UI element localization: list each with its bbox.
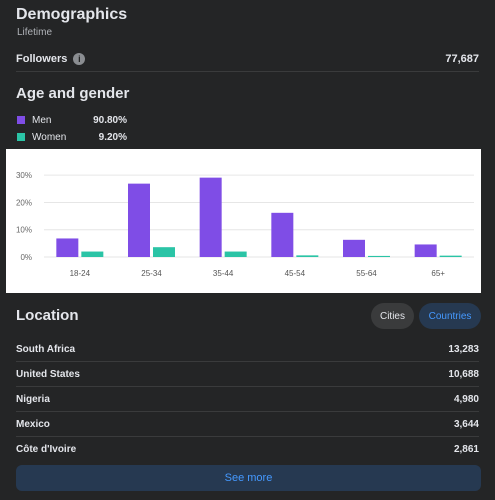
x-tick-label: 25-34: [141, 269, 162, 278]
legend-women-label: Women: [32, 131, 67, 143]
location-row: Nigeria 4,980: [16, 387, 479, 412]
legend-men: Men 90.80%: [17, 113, 127, 127]
page-title: Demographics: [16, 6, 128, 23]
age-gender-chart: 0% 10% 20% 30% 18-24 25-34 35-44 45-54 55-64 65+: [6, 149, 481, 293]
legend-women-percent: 9.20%: [98, 131, 127, 143]
men-bar: [414, 244, 437, 257]
location-name: South Africa: [16, 343, 76, 355]
men-bar: [128, 183, 150, 257]
x-tick-label: 18-24: [70, 269, 91, 278]
men-bar: [56, 238, 79, 257]
location-name: Mexico: [16, 418, 50, 430]
location-row: United States 10,688: [16, 362, 479, 387]
location-row: Côte d'Ivoire 2,861: [16, 437, 479, 462]
location-row: South Africa 13,283: [16, 337, 479, 362]
location-value: 2,861: [453, 444, 479, 455]
legend-women: Women 9.20%: [17, 130, 127, 144]
x-tick-label: 35-44: [213, 269, 234, 278]
tab-countries[interactable]: Countries: [419, 303, 481, 329]
info-icon[interactable]: i: [73, 53, 86, 65]
legend-men-swatch: [17, 116, 25, 124]
location-value: 4,980: [453, 393, 479, 405]
women-bar: [81, 251, 104, 257]
y-tick-label: 10%: [16, 226, 32, 235]
followers-value: 77,687: [445, 53, 479, 65]
x-tick-label: 65+: [431, 269, 445, 278]
y-tick-label: 30%: [16, 171, 32, 180]
location-row: Mexico 3,644: [16, 412, 479, 437]
location-tabs: Cities Countries: [371, 303, 481, 329]
legend-women-swatch: [17, 133, 25, 141]
see-more-button[interactable]: See more: [16, 465, 481, 491]
location-value: 10,688: [448, 368, 479, 380]
followers-row: Followers i 77,687: [16, 47, 479, 72]
legend-men-label: Men: [32, 114, 52, 126]
women-bar: [439, 255, 462, 257]
men-bar: [343, 239, 365, 257]
followers-label-group: Followers i: [16, 53, 86, 65]
location-value: 13,283: [448, 343, 479, 355]
page-subtitle: Lifetime: [17, 27, 53, 38]
bar-chart-svg: 0% 10% 20% 30% 18-24 25-34 35-44 45-54 55-64 65+: [16, 171, 474, 278]
y-tick-label: 0%: [20, 253, 32, 262]
location-name: Côte d'Ivoire: [16, 444, 77, 455]
legend-men-percent: 90.80%: [93, 114, 127, 126]
x-tick-label: 55-64: [356, 269, 377, 278]
women-bar: [224, 251, 247, 257]
location-heading: Location: [16, 307, 79, 324]
women-bar: [368, 255, 390, 257]
y-tick-label: 20%: [16, 198, 32, 207]
women-bar: [296, 255, 319, 257]
location-name: United States: [16, 368, 80, 380]
location-value: 3,644: [453, 418, 479, 430]
location-name: Nigeria: [16, 393, 50, 405]
age-gender-heading: Age and gender: [16, 85, 130, 102]
men-bar: [199, 177, 222, 257]
x-tick-label: 45-54: [285, 269, 306, 278]
tab-cities[interactable]: Cities: [371, 303, 414, 329]
women-bar: [153, 247, 175, 257]
followers-label: Followers: [16, 53, 68, 65]
men-bar: [271, 212, 294, 257]
